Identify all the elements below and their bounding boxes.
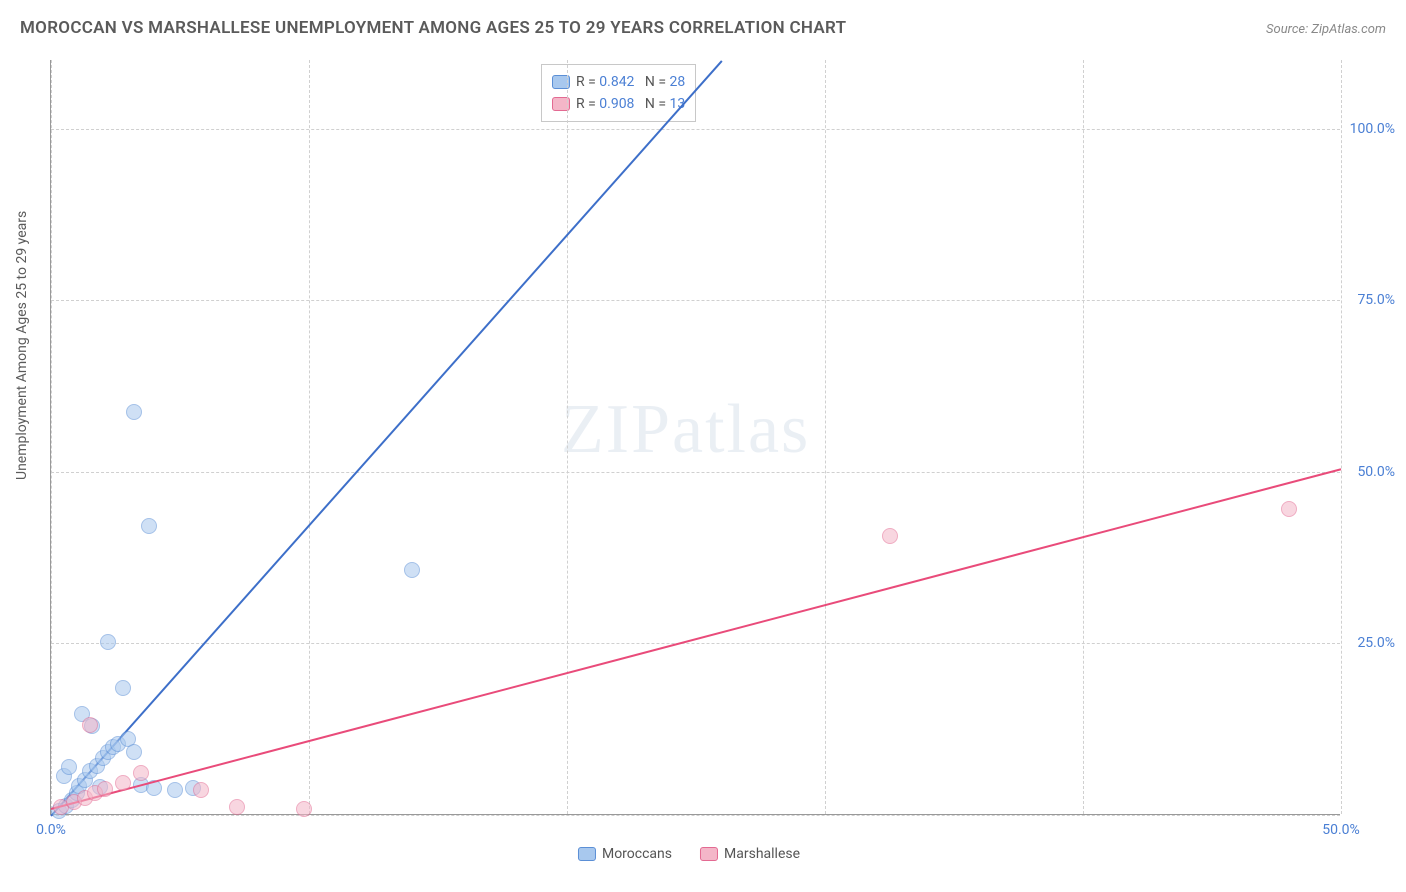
x-tick-label: 50.0%: [1322, 822, 1360, 838]
chart-title: MOROCCAN VS MARSHALLESE UNEMPLOYMENT AMO…: [20, 18, 846, 38]
data-point: [97, 781, 113, 797]
gridline-horizontal: [51, 643, 1340, 644]
data-point: [141, 518, 157, 534]
y-axis-label: Unemployment Among Ages 25 to 29 years: [14, 211, 30, 480]
trendline: [50, 60, 722, 816]
watermark: ZIPatlas: [561, 390, 810, 470]
watermark-light: atlas: [672, 391, 810, 468]
gridline-vertical: [51, 60, 52, 814]
stat-r-value: 0.908: [599, 96, 634, 112]
data-point: [404, 562, 420, 578]
stats-legend-row: R = 0.908 N = 13: [552, 93, 685, 115]
series-legend: Moroccans Marshallese: [578, 846, 828, 862]
data-point: [61, 759, 77, 775]
legend-swatch: [578, 847, 596, 861]
data-point: [296, 801, 312, 817]
gridline-vertical: [825, 60, 826, 814]
trendline: [51, 468, 1342, 810]
gridline-horizontal: [51, 300, 1340, 301]
stat-n-label: N =: [634, 74, 669, 90]
legend-item: Marshallese: [700, 846, 800, 862]
legend-swatch: [700, 847, 718, 861]
plot-area: ZIPatlas R = 0.842 N = 28R = 0.908 N = 1…: [50, 60, 1340, 815]
data-point: [115, 680, 131, 696]
data-point: [126, 744, 142, 760]
data-point: [882, 528, 898, 544]
data-point: [133, 765, 149, 781]
gridline-horizontal: [51, 472, 1340, 473]
legend-label: Moroccans: [602, 846, 672, 862]
source-attribution: Source: ZipAtlas.com: [1266, 22, 1386, 37]
stat-n-value: 28: [669, 74, 685, 90]
stat-r-value: 0.842: [599, 74, 634, 90]
data-point: [193, 782, 209, 798]
data-point: [100, 634, 116, 650]
gridline-vertical: [1341, 60, 1342, 814]
x-tick-label: 0.0%: [36, 822, 66, 838]
y-tick-label: 75.0%: [1357, 292, 1395, 308]
gridline-vertical: [309, 60, 310, 814]
y-tick-label: 100.0%: [1350, 121, 1395, 137]
gridline-vertical: [1083, 60, 1084, 814]
legend-item: Moroccans: [578, 846, 672, 862]
stat-r-label: R =: [576, 96, 599, 112]
data-point: [126, 404, 142, 420]
chart-container: MOROCCAN VS MARSHALLESE UNEMPLOYMENT AMO…: [0, 0, 1406, 892]
stat-n-label: N =: [634, 96, 669, 112]
stats-legend-row: R = 0.842 N = 28: [552, 71, 685, 93]
stat-r-label: R =: [576, 74, 599, 90]
data-point: [229, 799, 245, 815]
y-tick-label: 25.0%: [1357, 635, 1395, 651]
data-point: [167, 782, 183, 798]
data-point: [115, 775, 131, 791]
gridline-vertical: [567, 60, 568, 814]
gridline-horizontal: [51, 129, 1340, 130]
watermark-bold: ZIP: [561, 391, 672, 468]
legend-label: Marshallese: [724, 846, 800, 862]
data-point: [82, 717, 98, 733]
gridline-horizontal: [51, 815, 1340, 816]
data-point: [1281, 501, 1297, 517]
y-tick-label: 50.0%: [1357, 464, 1395, 480]
